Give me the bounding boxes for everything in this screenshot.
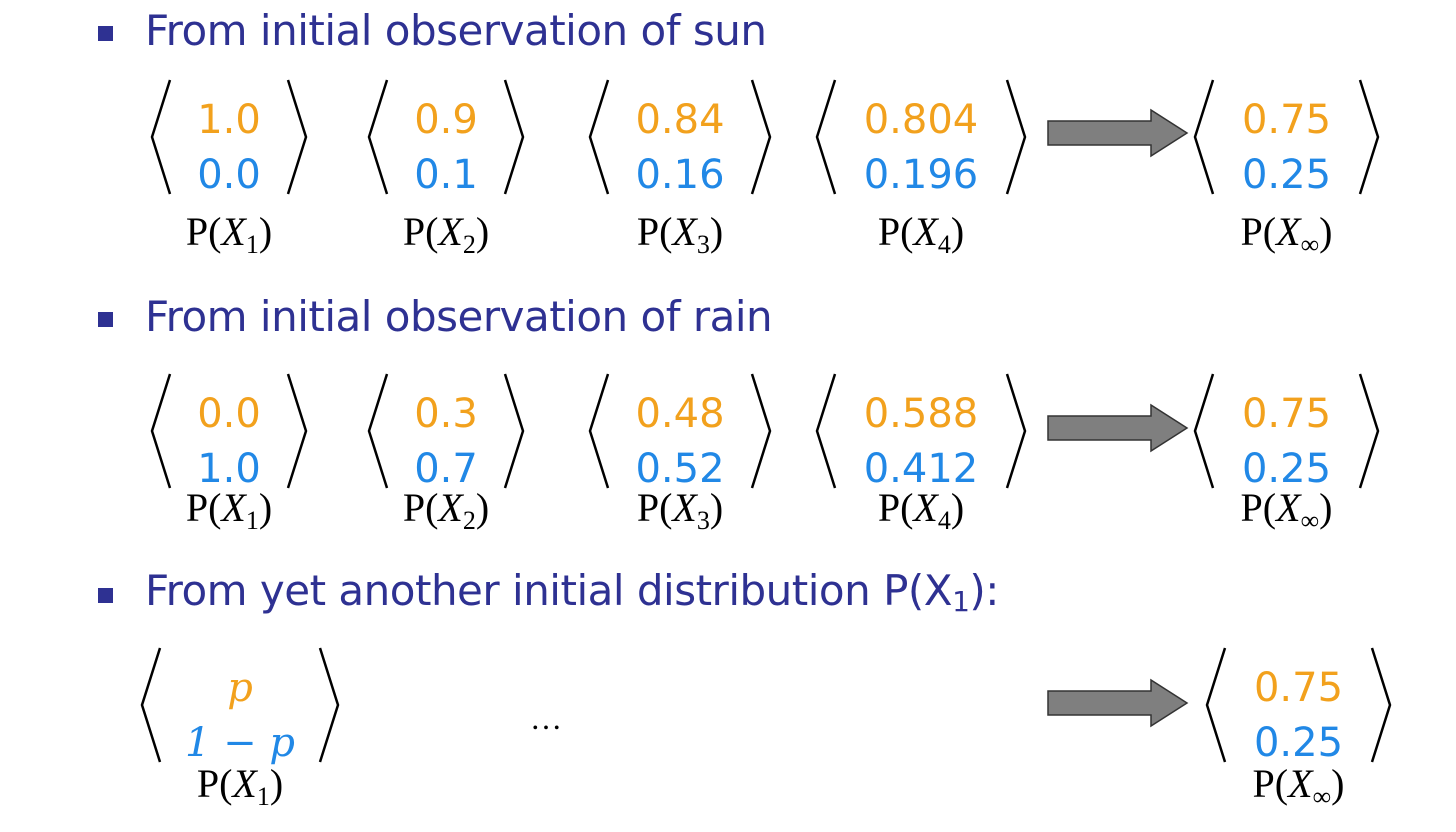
bullet-square-icon	[98, 587, 113, 603]
bullet-rain: From initial observation of rain	[98, 290, 773, 342]
distribution-label: P(X3)	[636, 209, 724, 259]
vector-brackets	[1193, 373, 1380, 489]
sun-probability: 0.588	[863, 391, 979, 437]
rain-probability: 0.0	[197, 152, 261, 198]
vector-brackets	[367, 373, 525, 489]
sun-probability: 1.0	[197, 97, 261, 143]
probability-vector: p 1 − p	[140, 646, 340, 766]
probability-vector: 0.75 0.25	[1205, 646, 1392, 766]
left-angle-bracket	[367, 373, 389, 489]
probability-vector: 0.75 0.25	[1193, 78, 1380, 198]
heading-rain: From initial observation of rain	[145, 291, 773, 341]
probability-vector: 0.75 0.25	[1193, 372, 1380, 492]
left-angle-bracket	[815, 373, 837, 489]
convergence-arrow-icon	[1047, 108, 1189, 158]
distribution-label: P(X3)	[636, 485, 724, 535]
left-angle-bracket	[588, 79, 610, 195]
heading-sun: From initial observation of sun	[145, 5, 767, 55]
rain-probability: 0.52	[635, 446, 725, 492]
distribution-label: P(X4)	[877, 485, 965, 535]
right-angle-bracket	[750, 373, 772, 489]
rain-probability: 1.0	[197, 446, 261, 492]
sun-probability: 0.75	[1241, 391, 1332, 437]
sun-probability: 0.75	[1253, 665, 1344, 711]
right-angle-bracket	[1358, 79, 1380, 195]
distribution-label: P(X1)	[196, 761, 284, 811]
distribution-label: P(X∞)	[1240, 485, 1333, 535]
vector-brackets	[367, 79, 525, 195]
distribution-label: P(X∞)	[1252, 761, 1345, 811]
distribution-label: P(X1)	[185, 485, 273, 535]
right-angle-bracket	[750, 79, 772, 195]
vector-brackets	[1205, 647, 1392, 763]
rain-probability: 0.7	[414, 446, 478, 492]
convergence-arrow-icon	[1047, 678, 1189, 728]
rain-probability: 0.25	[1253, 720, 1344, 766]
left-angle-bracket	[588, 373, 610, 489]
vector-brackets	[1193, 79, 1380, 195]
bullet-square-icon	[98, 311, 113, 327]
sun-probability: 0.804	[863, 97, 979, 143]
probability-vector: 0.9 0.1	[367, 78, 525, 198]
sun-probability: 0.84	[635, 97, 725, 143]
right-angle-bracket	[1358, 373, 1380, 489]
left-angle-bracket	[367, 79, 389, 195]
left-angle-bracket	[150, 373, 172, 489]
sun-probability: 0.0	[197, 391, 261, 437]
right-angle-bracket	[318, 647, 340, 763]
left-angle-bracket	[140, 647, 162, 763]
distribution-label: P(X∞)	[1240, 209, 1333, 259]
vector-brackets	[815, 79, 1027, 195]
right-angle-bracket	[286, 373, 308, 489]
distribution-label: P(X1)	[185, 209, 273, 259]
left-angle-bracket	[150, 79, 172, 195]
vector-brackets	[140, 647, 340, 763]
left-angle-bracket	[1193, 79, 1215, 195]
probability-vector: 0.48 0.52	[588, 372, 772, 492]
right-angle-bracket	[1005, 79, 1027, 195]
rain-probability: 1 − p	[185, 720, 295, 766]
right-angle-bracket	[286, 79, 308, 195]
left-angle-bracket	[1205, 647, 1227, 763]
rain-probability: 0.1	[414, 152, 478, 198]
rain-probability: 0.16	[635, 152, 725, 198]
sun-probability: p	[227, 665, 253, 711]
bullet-sun: From initial observation of sun	[98, 4, 767, 56]
vector-brackets	[150, 373, 308, 489]
distribution-label: P(X2)	[402, 485, 490, 535]
vector-brackets	[588, 79, 772, 195]
heading-other: From yet another initial distribution P(…	[145, 566, 999, 618]
rain-probability: 0.25	[1241, 446, 1332, 492]
distribution-label: P(X2)	[402, 209, 490, 259]
bullet-square-icon	[98, 25, 113, 41]
bullet-other: From yet another initial distribution P(…	[98, 566, 999, 618]
convergence-arrow-icon	[1047, 403, 1189, 453]
vector-brackets	[150, 79, 308, 195]
rain-probability: 0.196	[863, 152, 979, 198]
right-angle-bracket	[1370, 647, 1392, 763]
right-angle-bracket	[503, 79, 525, 195]
probability-vector: 0.84 0.16	[588, 78, 772, 198]
probability-vector: 0.804 0.196	[815, 78, 1027, 198]
rain-probability: 0.412	[863, 446, 979, 492]
sun-probability: 0.9	[414, 97, 478, 143]
rain-probability: 0.25	[1241, 152, 1332, 198]
probability-vector: 0.588 0.412	[815, 372, 1027, 492]
distribution-label: P(X4)	[877, 209, 965, 259]
vector-brackets	[815, 373, 1027, 489]
left-angle-bracket	[1193, 373, 1215, 489]
probability-vector: 0.3 0.7	[367, 372, 525, 492]
right-angle-bracket	[503, 373, 525, 489]
probability-vector: 1.0 0.0	[150, 78, 308, 198]
vector-brackets	[588, 373, 772, 489]
sun-probability: 0.3	[414, 391, 478, 437]
right-angle-bracket	[1005, 373, 1027, 489]
ellipsis: …	[530, 700, 562, 736]
sun-probability: 0.48	[635, 391, 725, 437]
probability-vector: 0.0 1.0	[150, 372, 308, 492]
left-angle-bracket	[815, 79, 837, 195]
sun-probability: 0.75	[1241, 97, 1332, 143]
